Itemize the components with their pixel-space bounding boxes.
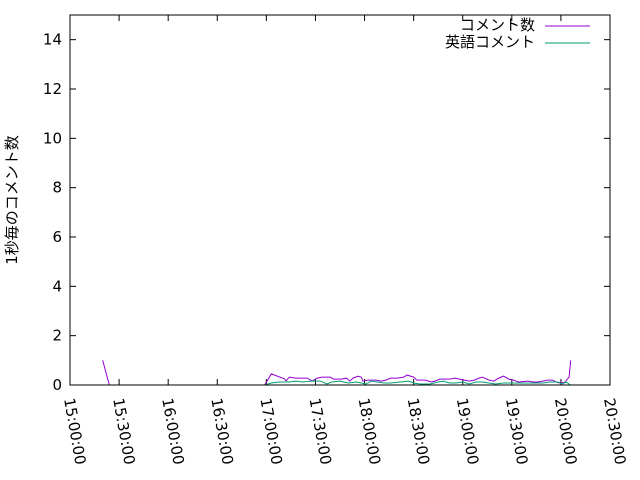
- y-tick-label: 0: [52, 376, 62, 394]
- y-tick-label: 12: [43, 80, 62, 98]
- y-tick-label: 14: [43, 31, 62, 49]
- x-tick-label: 19:00:00: [453, 397, 482, 466]
- legend: コメント数 英語コメント: [445, 16, 590, 51]
- x-tick-label: 20:30:00: [600, 397, 629, 466]
- legend-label-1: 英語コメント: [445, 33, 535, 51]
- x-tick-label: 17:00:00: [256, 397, 285, 466]
- series-layer: [102, 360, 572, 386]
- x-tick-label: 18:00:00: [355, 397, 384, 466]
- y-axis-label: 1秒毎のコメント数: [3, 135, 21, 265]
- x-tick-label: 20:00:00: [551, 397, 580, 466]
- y-tick-label: 6: [52, 228, 62, 246]
- series-line-0: [102, 360, 572, 386]
- plot-border: [69, 14, 611, 386]
- x-tick-label: 18:30:00: [404, 397, 433, 466]
- y-tick-label: 10: [43, 129, 62, 147]
- x-tick-label: 16:00:00: [158, 397, 187, 466]
- y-tick-label: 8: [52, 179, 62, 197]
- x-tick-label: 16:30:00: [207, 397, 236, 466]
- x-tick-label: 15:00:00: [60, 397, 89, 466]
- ticks: 0 2 4 6 8 10 12 14 15:00:00 15:30:00 16:00:00 16:30…: [43, 15, 629, 466]
- x-tick-label: 19:30:00: [502, 397, 531, 466]
- y-tick-label: 2: [52, 327, 62, 345]
- y-tick-label: 4: [52, 277, 62, 295]
- series-line-1: [264, 380, 571, 386]
- x-tick-label: 15:30:00: [109, 397, 138, 466]
- x-tick-label: 17:30:00: [306, 397, 335, 466]
- legend-label-0: コメント数: [460, 16, 535, 34]
